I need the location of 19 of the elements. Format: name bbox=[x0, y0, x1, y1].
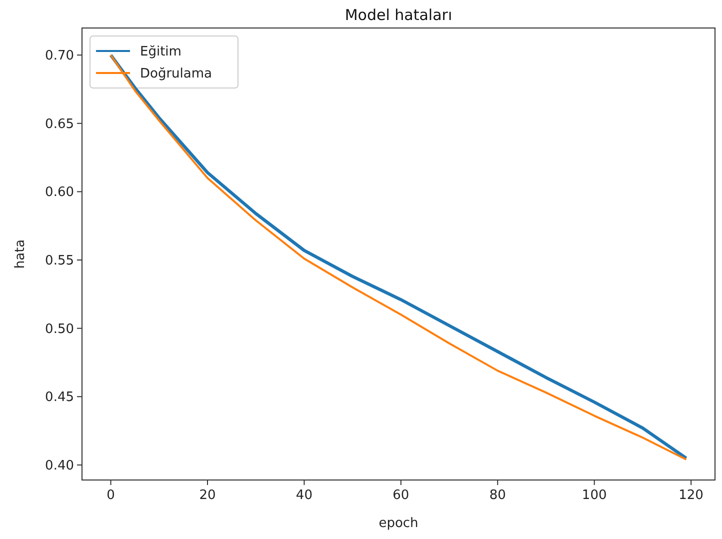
y-tick-label: 0.40 bbox=[45, 458, 74, 474]
y-axis-title: hata bbox=[13, 239, 28, 269]
y-tick-label: 0.55 bbox=[45, 254, 74, 269]
y-tick-label: 0.60 bbox=[45, 185, 74, 200]
y-tick-label: 0.45 bbox=[45, 390, 74, 406]
legend-label: Doğrulama bbox=[140, 66, 212, 82]
x-tick-label: 0 bbox=[106, 488, 115, 503]
x-tick-label: 40 bbox=[296, 488, 312, 503]
x-tick-label: 120 bbox=[678, 488, 704, 503]
legend-label: Eğitim bbox=[140, 44, 182, 60]
x-tick-label: 60 bbox=[392, 488, 410, 503]
y-tick-label: 0.70 bbox=[45, 48, 74, 64]
x-tick-label: 100 bbox=[582, 488, 607, 503]
x-tick-label: 80 bbox=[489, 488, 506, 503]
x-tick-label: 20 bbox=[199, 488, 216, 503]
y-tick-label: 0.50 bbox=[45, 322, 74, 337]
y-tick-label: 0.65 bbox=[45, 116, 74, 132]
chart-title: Model hataları bbox=[344, 6, 452, 24]
x-axis-title: epoch bbox=[378, 516, 418, 531]
